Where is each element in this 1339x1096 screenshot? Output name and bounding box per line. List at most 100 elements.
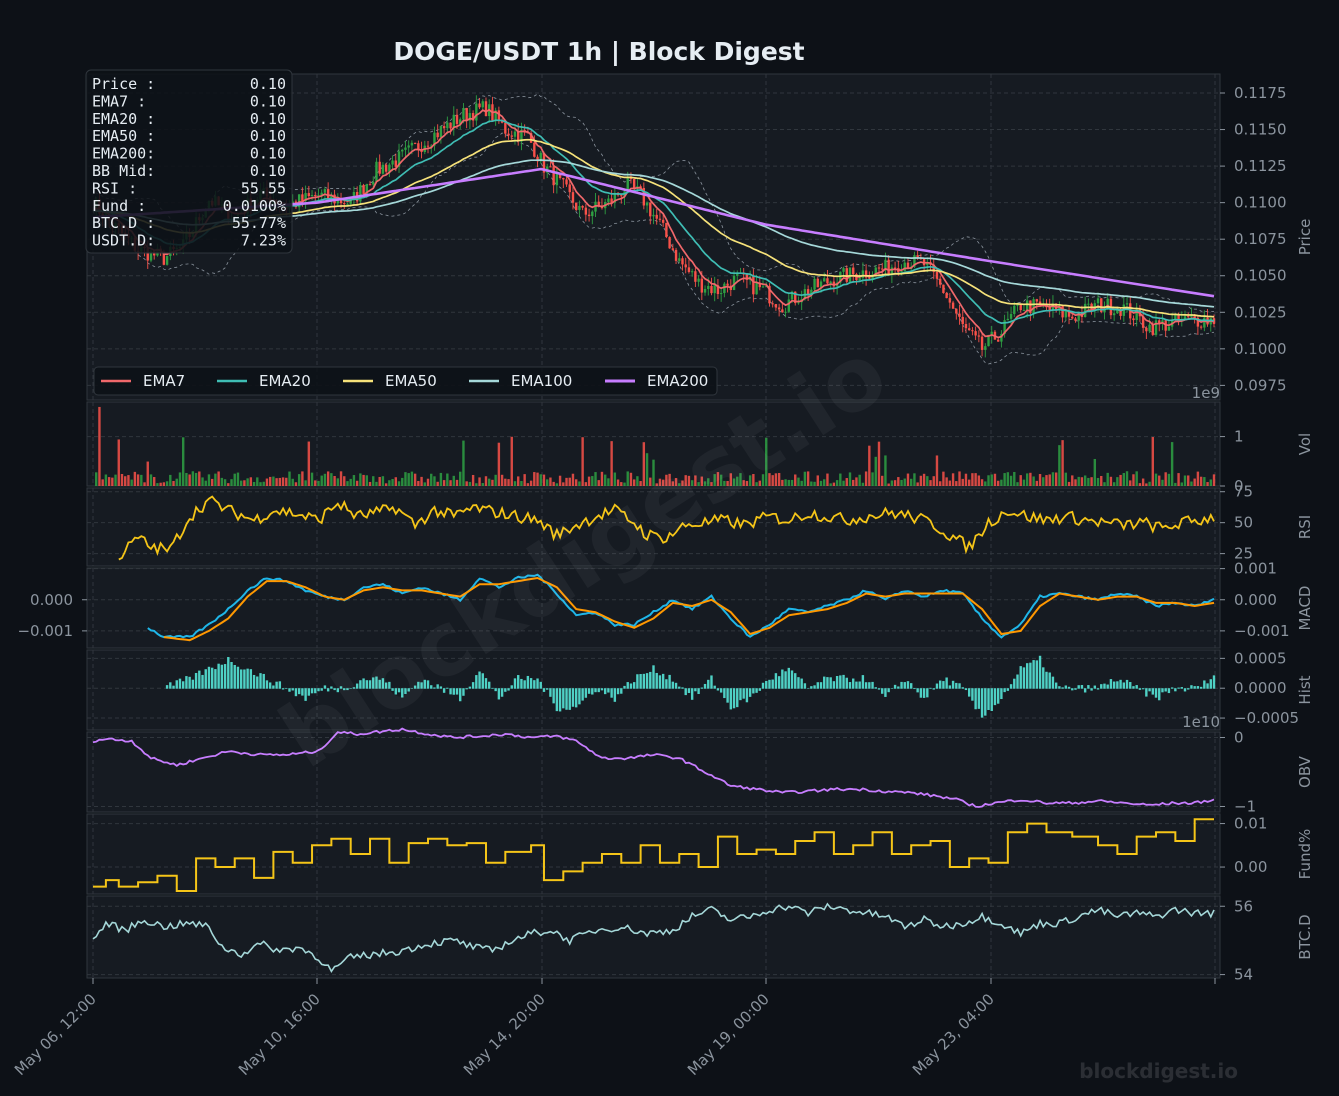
- candle-body: [465, 108, 468, 121]
- hist-bar: [275, 681, 278, 689]
- candle-body: [323, 189, 327, 193]
- candle-body: [977, 335, 981, 337]
- volume-bar: [500, 474, 504, 486]
- candle-body: [529, 133, 533, 143]
- candle-body: [436, 132, 439, 138]
- hist-bar: [214, 669, 217, 689]
- hist-bar: [1158, 688, 1161, 701]
- candle-body: [384, 164, 388, 172]
- hist-bar: [1067, 686, 1071, 689]
- hist-bar: [761, 682, 765, 689]
- hist-bar: [736, 688, 739, 708]
- candle-body: [964, 324, 968, 329]
- hist-bar: [1122, 682, 1126, 689]
- candle-body: [771, 303, 774, 305]
- candle-body: [587, 214, 591, 217]
- volume-bar: [542, 474, 546, 486]
- candle-body: [314, 195, 317, 197]
- volume-bar: [700, 476, 704, 486]
- hist-bar: [1071, 688, 1074, 691]
- hist-bar: [526, 675, 530, 689]
- candle-body: [1145, 327, 1148, 332]
- volume-bar: [1154, 473, 1158, 486]
- volume-bar: [1000, 479, 1003, 486]
- volume-bar: [336, 478, 340, 486]
- volume-bar: [497, 442, 501, 486]
- volume-bar: [181, 437, 185, 486]
- volume-bar: [1025, 473, 1029, 486]
- volume-bar: [745, 480, 749, 486]
- candle-body: [971, 330, 974, 332]
- volume-bar: [713, 474, 716, 486]
- volume-bar: [484, 476, 488, 486]
- volume-bar: [607, 478, 610, 486]
- volume-bar: [1180, 482, 1183, 486]
- ytick-label-price-7: 0.1000: [1234, 340, 1287, 358]
- hist-bar: [404, 688, 407, 695]
- volume-bar: [958, 471, 961, 486]
- hist-bar: [887, 688, 890, 693]
- ytick-label-price-4: 0.1075: [1234, 230, 1287, 248]
- ytick-label-macd-0: 0.001: [1234, 560, 1277, 578]
- volume-bar: [397, 481, 401, 486]
- candle-body: [958, 313, 961, 317]
- info-value-2: 0.10: [250, 110, 286, 128]
- volume-bar: [658, 478, 662, 486]
- volume-bar: [1125, 471, 1129, 486]
- volume-bar: [1112, 482, 1116, 486]
- volume-bar: [1177, 473, 1180, 486]
- volume-bar: [510, 436, 513, 486]
- hist-bar: [207, 666, 211, 689]
- volume-bar: [668, 473, 671, 486]
- volume-bar: [478, 477, 481, 486]
- hist-bar: [426, 680, 430, 689]
- candle-body: [1061, 305, 1064, 318]
- hist-bar: [227, 657, 230, 689]
- hist-bar: [217, 663, 220, 689]
- hist-bar: [578, 688, 581, 705]
- candle-body: [452, 114, 455, 129]
- hist-bar: [388, 681, 391, 689]
- hist-bar: [710, 675, 713, 689]
- volume-bar: [413, 473, 417, 486]
- hist-bar: [194, 672, 198, 689]
- candle-body: [761, 286, 765, 288]
- candle-body: [996, 339, 1000, 342]
- candle-body: [459, 119, 462, 124]
- info-value-5: 0.10: [250, 162, 286, 180]
- hist-bar: [510, 685, 513, 689]
- volume-bar: [964, 473, 968, 486]
- hist-bar: [897, 686, 900, 689]
- hist-bar: [285, 688, 288, 689]
- hist-bar: [272, 685, 275, 689]
- volume-bar: [430, 473, 433, 486]
- hist-bar: [1167, 688, 1171, 694]
- ylabel-hist: Hist: [1296, 675, 1314, 704]
- volume-bar: [671, 481, 675, 486]
- hist-bar: [868, 682, 871, 689]
- legend-label-2: EMA50: [385, 372, 437, 390]
- info-box-frame: [85, 69, 293, 254]
- candle-body: [1071, 316, 1074, 319]
- info-label-9: USDT.D:: [92, 232, 155, 250]
- candle-body: [938, 278, 942, 285]
- volume-bar: [272, 476, 275, 486]
- volume-bar: [265, 478, 269, 486]
- hist-bar: [381, 678, 385, 689]
- candle-body: [301, 194, 304, 202]
- candle-body: [1032, 299, 1035, 314]
- hist-bar: [1196, 686, 1200, 689]
- info-label-1: EMA7 :: [92, 92, 146, 110]
- candle-body: [823, 278, 826, 282]
- hist-bar: [581, 688, 584, 701]
- hist-bar: [893, 684, 897, 689]
- volume-bar: [929, 480, 932, 486]
- candle-body: [1022, 309, 1026, 311]
- hist-bar: [355, 683, 359, 689]
- candle-body: [500, 121, 504, 123]
- candle-body: [913, 255, 916, 267]
- candle-body: [690, 271, 694, 273]
- hist-bar: [236, 666, 240, 689]
- volume-bar: [442, 480, 446, 486]
